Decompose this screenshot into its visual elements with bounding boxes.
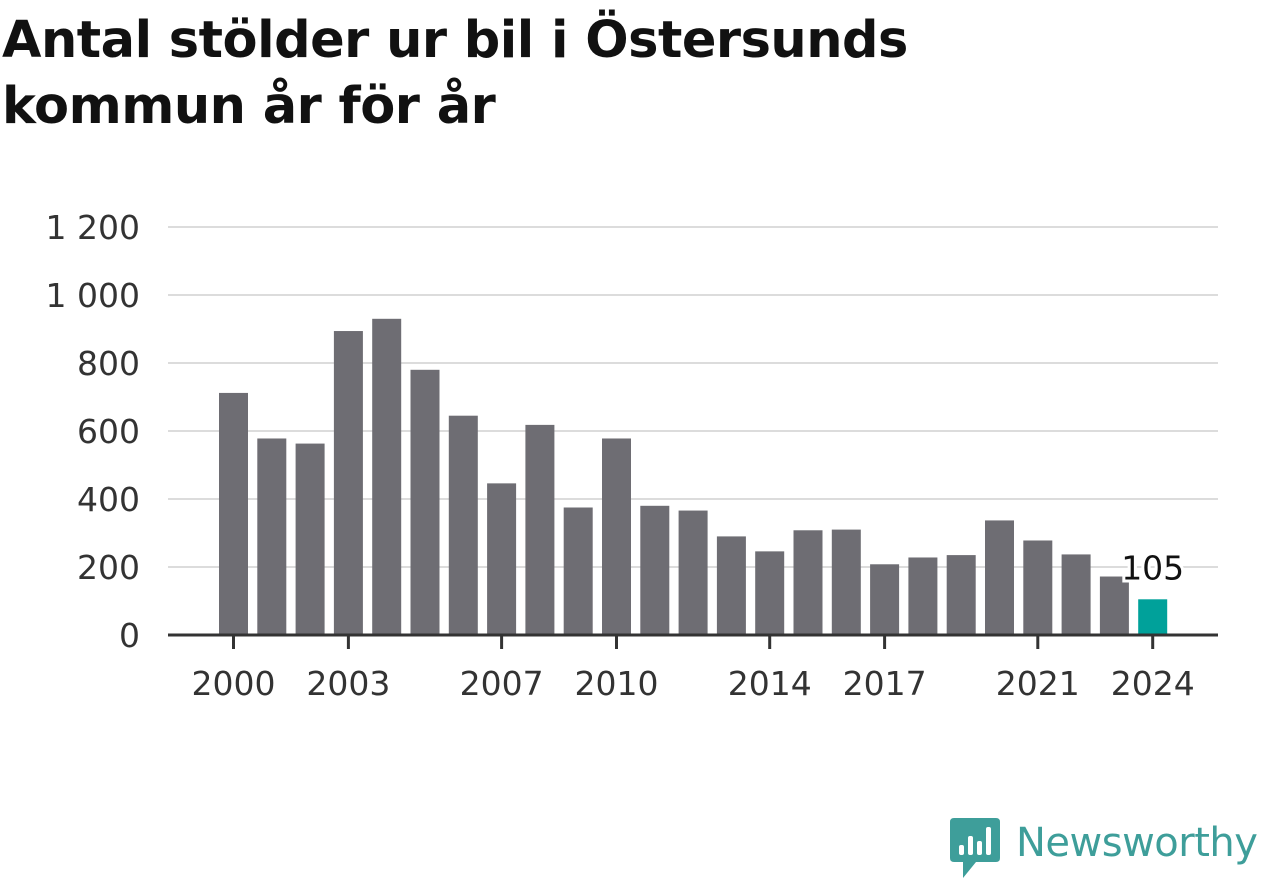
x-tick-label: 2017 xyxy=(843,664,927,703)
y-tick-label: 1 200 xyxy=(46,208,140,247)
bar xyxy=(793,530,823,635)
x-tick-label: 2007 xyxy=(460,664,544,703)
bar xyxy=(946,555,976,635)
x-tick-label: 2010 xyxy=(575,664,659,703)
bars xyxy=(219,318,1168,635)
bar xyxy=(908,557,938,635)
bar xyxy=(295,443,325,635)
bar xyxy=(333,331,363,635)
x-axis-ticks: 2000 2003 2007 2010 2014 2017 2021 2024 xyxy=(192,635,1195,703)
x-tick-label: 2000 xyxy=(192,664,276,703)
chart-title: Antal stölder ur bil i Östersunds kommun… xyxy=(2,11,908,136)
newsworthy-logo-icon xyxy=(950,818,1000,878)
y-tick-label: 800 xyxy=(77,344,140,383)
bar xyxy=(1061,554,1091,635)
bar xyxy=(678,510,708,635)
bar xyxy=(448,415,478,635)
y-axis-tick-labels: 0 200 400 600 800 1 000 1 200 xyxy=(46,208,140,655)
bar xyxy=(563,507,593,635)
bar xyxy=(1099,576,1129,635)
y-tick-label: 600 xyxy=(77,412,140,451)
bar xyxy=(372,318,402,635)
data-label-2024: 105 xyxy=(1121,548,1184,587)
bar xyxy=(1023,540,1053,635)
x-tick-label: 2014 xyxy=(728,664,812,703)
bar xyxy=(410,369,440,635)
y-tick-label: 1 000 xyxy=(46,276,140,315)
newsworthy-brand[interactable]: Newsworthy xyxy=(950,818,1258,880)
bar xyxy=(525,424,555,635)
bar xyxy=(219,392,248,635)
y-tick-label: 0 xyxy=(119,616,140,655)
y-tick-label: 200 xyxy=(77,548,140,587)
bar-highlight xyxy=(1138,599,1168,635)
x-tick-label: 2021 xyxy=(996,664,1080,703)
bar xyxy=(257,438,287,635)
bar xyxy=(870,564,900,635)
bar xyxy=(640,505,670,635)
bar xyxy=(755,551,785,635)
bar xyxy=(831,529,861,635)
bar xyxy=(985,520,1014,635)
x-tick-label: 2003 xyxy=(306,664,390,703)
x-tick-label: 2024 xyxy=(1111,664,1195,703)
bar xyxy=(487,483,517,635)
data-labels: 105 xyxy=(1118,545,1187,590)
y-tick-label: 400 xyxy=(77,480,140,519)
bar xyxy=(602,438,631,635)
brand-name: Newsworthy xyxy=(1016,820,1258,866)
bar xyxy=(716,536,746,635)
